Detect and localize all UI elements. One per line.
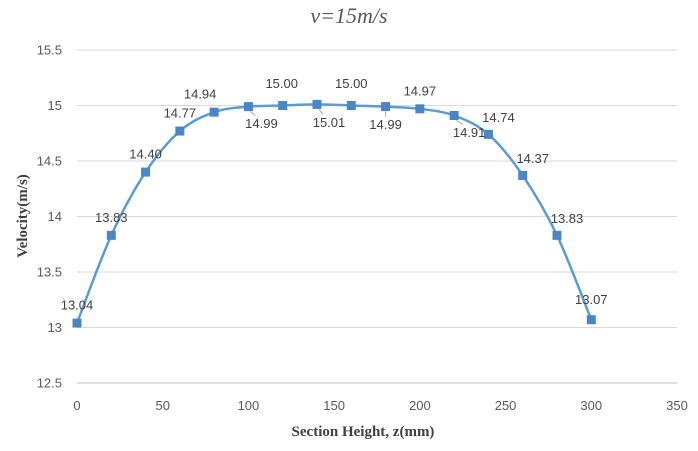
y-tick-label: 13.5 [37,265,62,280]
data-label-10: 14.97 [404,83,437,98]
data-label-9: 14.99 [369,117,402,132]
x-tick-label: 250 [495,398,517,413]
y-tick-label: 12.5 [37,376,62,391]
data-point-7 [312,99,322,109]
leader-line-11 [455,120,464,125]
x-tick-label: 150 [323,398,345,413]
x-tick-label: 350 [666,398,688,413]
data-point-2 [141,167,151,177]
y-axis-title: Velocity(m/s) [15,174,31,258]
data-label-8: 15.00 [335,76,368,91]
leader-line-5 [250,111,256,117]
x-tick-label: 50 [155,398,169,413]
x-axis-title: Section Height, z(mm) [292,424,435,440]
x-tick-label: 200 [409,398,431,413]
data-label-0: 13.04 [61,298,94,313]
data-point-11 [449,110,459,120]
series-line [75,103,593,324]
data-point-4 [209,107,219,117]
tick-labels: 12.5 13 13.5 14 14.5 15 15.5 0 50 100 150 200 250 300… [37,43,688,414]
data-label-11: 14.91 [453,125,486,140]
gridlines [77,49,677,384]
data-label-2: 14.40 [129,147,162,162]
y-tick-label: 14.5 [37,154,62,169]
data-label-12: 14.74 [482,110,515,125]
data-point-3 [175,126,185,136]
data-label-4: 14.94 [184,87,217,102]
data-point-1 [106,230,116,240]
data-label-7: 15.01 [313,115,346,130]
chart-title: v=15m/s [310,3,387,28]
data-label-5: 14.99 [245,116,278,131]
data-label-15: 13.07 [575,292,608,307]
data-label-14: 13.83 [551,211,584,226]
data-point-8 [346,101,356,110]
x-tick-label: 0 [73,398,80,413]
data-label-1: 13.83 [95,210,128,225]
data-point-5 [243,102,253,112]
data-point-0 [72,318,82,328]
y-tick-label: 13 [48,320,62,335]
y-tick-label: 15.5 [37,43,62,58]
data-labels: 13.04 13.83 14.40 14.77 14.94 14.99 15.00 15.01… [61,76,608,313]
data-label-3: 14.77 [164,106,197,121]
x-tick-label: 300 [580,398,602,413]
series-markers [72,99,596,328]
y-tick-label: 14 [48,209,62,224]
data-point-15 [586,315,596,325]
data-label-13: 14.37 [516,151,549,166]
leader-line-7 [318,109,324,115]
data-point-13 [518,170,528,180]
label-leader-lines [250,109,464,125]
x-tick-label: 100 [238,398,260,413]
data-point-14 [552,230,562,240]
data-label-6: 15.00 [265,76,298,91]
data-point-12 [483,129,493,139]
data-point-9 [381,102,391,112]
data-point-6 [278,101,288,110]
data-point-10 [415,104,425,114]
y-tick-label: 15 [48,98,62,113]
